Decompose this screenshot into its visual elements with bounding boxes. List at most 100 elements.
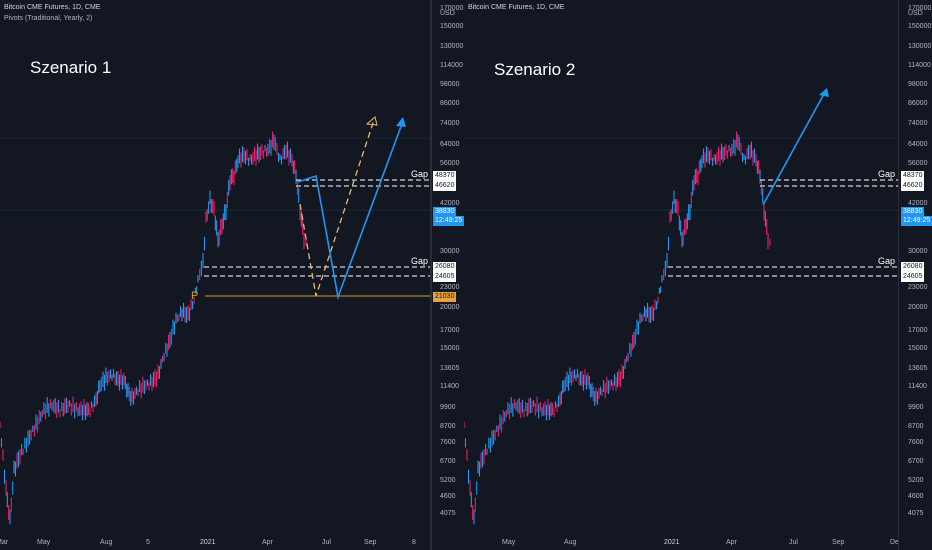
price-tick: 42000 — [908, 200, 928, 207]
price-box-last: 38830 — [901, 207, 925, 217]
price-tick: 5200 — [440, 477, 456, 484]
price-tick: 9900 — [908, 404, 924, 411]
grid-lines — [464, 137, 898, 211]
gap-label-top: Gap — [411, 169, 429, 179]
scenario-label: Szenario 2 — [494, 60, 576, 79]
price-tick: 150000 — [440, 23, 464, 30]
price-tick: 74000 — [440, 120, 460, 127]
price-tick: 11400 — [440, 383, 459, 390]
currency-label: USD — [908, 10, 923, 17]
price-tick: 86000 — [440, 100, 460, 107]
pane-divider[interactable] — [430, 0, 432, 550]
time-label: Apr — [262, 539, 273, 546]
price-box-upper-hi: 48370 — [901, 171, 925, 181]
price-box-lower-lo: 24605 — [901, 272, 925, 282]
time-label: Jul — [789, 539, 798, 546]
time-label: De — [890, 539, 899, 546]
price-tick: 7600 — [908, 439, 924, 446]
currency-label: USD — [440, 10, 455, 17]
price-box-lower-hi: 26080 — [433, 262, 457, 272]
price-tick: 15000 — [440, 345, 460, 352]
price-tick: 64000 — [440, 141, 460, 148]
price-box-countdown: 12:49:25 — [901, 216, 932, 226]
price-tick: 130000 — [908, 43, 932, 50]
pivot-label: P — [191, 290, 199, 302]
scenario-label: Szenario 1 — [30, 58, 112, 77]
price-axis-1[interactable]: USD 170000 150000 130000 114000 98000 86000 74… — [430, 0, 465, 550]
time-label: May — [502, 539, 516, 546]
time-label: Sep — [364, 539, 377, 546]
price-tick: 114000 — [908, 62, 931, 69]
price-axis-2[interactable]: USD 170000 150000 130000 114000 98000 86000 74… — [898, 0, 932, 550]
price-box-upper-lo: 46620 — [901, 181, 925, 191]
price-tick: 17000 — [908, 327, 928, 334]
price-tick: 4075 — [440, 510, 456, 517]
symbol-title[interactable]: Bitcoin CME Futures, 1D, CME — [468, 4, 565, 11]
time-label: Sep — [832, 539, 845, 546]
price-tick: 74000 — [908, 120, 928, 127]
price-tick: 30000 — [440, 248, 460, 255]
price-tick: 20000 — [908, 304, 928, 311]
time-label: 5 — [146, 539, 150, 546]
symbol-title[interactable]: Bitcoin CME Futures, 1D, CME — [4, 4, 101, 11]
price-tick: 98000 — [908, 81, 928, 88]
price-tick: 13605 — [908, 365, 928, 372]
price-tick: 4075 — [908, 510, 924, 517]
price-tick: 7600 — [440, 439, 456, 446]
candles — [0, 131, 307, 525]
chart-canvas-1[interactable] — [0, 0, 430, 550]
price-tick: 64000 — [908, 141, 928, 148]
scenario-path-orange[interactable] — [299, 119, 375, 297]
price-tick: 98000 — [440, 81, 460, 88]
scenario-path-blue[interactable] — [297, 120, 404, 301]
gap-label-top: Gap — [878, 169, 896, 179]
price-tick: 11400 — [908, 383, 927, 390]
price-tick: 13605 — [440, 365, 460, 372]
price-box-lower-lo: 24605 — [433, 272, 457, 282]
time-label: Aug — [100, 539, 113, 546]
scenario-arrow-blue[interactable] — [762, 91, 826, 206]
time-label: Mar — [0, 539, 9, 546]
price-tick: 170000 — [440, 5, 464, 12]
candles — [464, 131, 771, 525]
time-label: Aug — [564, 539, 577, 546]
price-tick: 17000 — [440, 327, 460, 334]
price-tick: 6700 — [908, 458, 924, 465]
price-tick: 20000 — [440, 304, 460, 311]
chart-pane-2[interactable]: Bitcoin CME Futures, 1D, CME Szenario 2 … — [464, 0, 932, 550]
grid-lines — [0, 137, 430, 211]
price-box-countdown: 12:49:25 — [433, 216, 465, 226]
price-tick: 9900 — [440, 404, 456, 411]
price-tick: 4600 — [440, 493, 456, 500]
price-box-upper-lo: 46620 — [433, 181, 457, 191]
arrowhead-blue — [819, 88, 829, 97]
price-tick: 86000 — [908, 100, 928, 107]
time-label: 2021 — [200, 539, 216, 546]
price-tick: 23000 — [440, 284, 460, 291]
time-label: Apr — [726, 539, 737, 546]
time-label: Jul — [322, 539, 331, 546]
arrowhead-blue — [396, 117, 406, 127]
price-tick: 6700 — [440, 458, 456, 465]
time-label: 2021 — [664, 539, 680, 546]
gap-label-bottom: Gap — [878, 256, 896, 266]
price-box-last: 38830 — [433, 207, 457, 217]
price-tick: 23000 — [908, 284, 928, 291]
price-tick: 170000 — [908, 5, 932, 12]
price-box-upper-hi: 48370 — [433, 171, 457, 181]
price-tick: 130000 — [440, 43, 464, 50]
chart-pane-1[interactable]: Bitcoin CME Futures, 1D, CME Pivots (Tra… — [0, 0, 430, 550]
price-tick: 4600 — [908, 493, 924, 500]
indicator-title[interactable]: Pivots (Traditional, Yearly, 2) — [4, 15, 93, 22]
price-tick: 30000 — [908, 248, 928, 255]
price-box-pivot: 21030 — [433, 292, 457, 302]
price-tick: 42000 — [440, 200, 460, 207]
price-tick: 56000 — [440, 160, 460, 167]
price-tick: 8700 — [440, 423, 456, 430]
price-tick: 56000 — [908, 160, 928, 167]
gap-label-bottom: Gap — [411, 256, 429, 266]
chart-canvas-2[interactable] — [464, 0, 898, 550]
arrowhead-orange — [365, 116, 378, 126]
price-box-lower-hi: 26080 — [901, 262, 925, 272]
price-tick: 150000 — [908, 23, 932, 30]
